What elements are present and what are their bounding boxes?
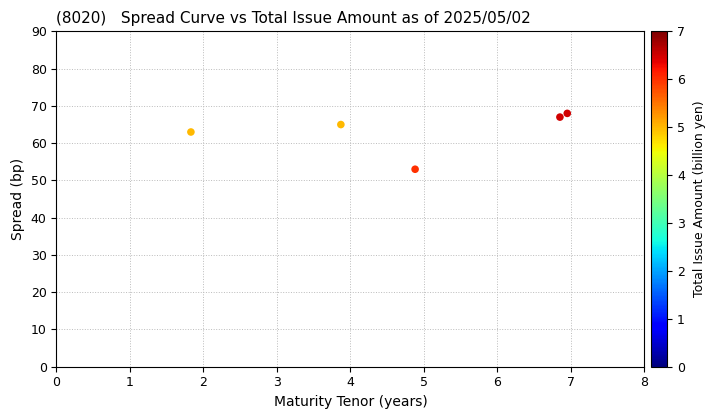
Point bbox=[335, 121, 346, 128]
X-axis label: Maturity Tenor (years): Maturity Tenor (years) bbox=[274, 395, 427, 409]
Point bbox=[562, 110, 573, 117]
Y-axis label: Total Issue Amount (billion yen): Total Issue Amount (billion yen) bbox=[693, 101, 706, 297]
Point bbox=[185, 129, 197, 135]
Point bbox=[410, 166, 421, 173]
Point bbox=[554, 114, 566, 121]
Text: (8020)   Spread Curve vs Total Issue Amount as of 2025/05/02: (8020) Spread Curve vs Total Issue Amoun… bbox=[56, 11, 531, 26]
Y-axis label: Spread (bp): Spread (bp) bbox=[11, 158, 25, 240]
